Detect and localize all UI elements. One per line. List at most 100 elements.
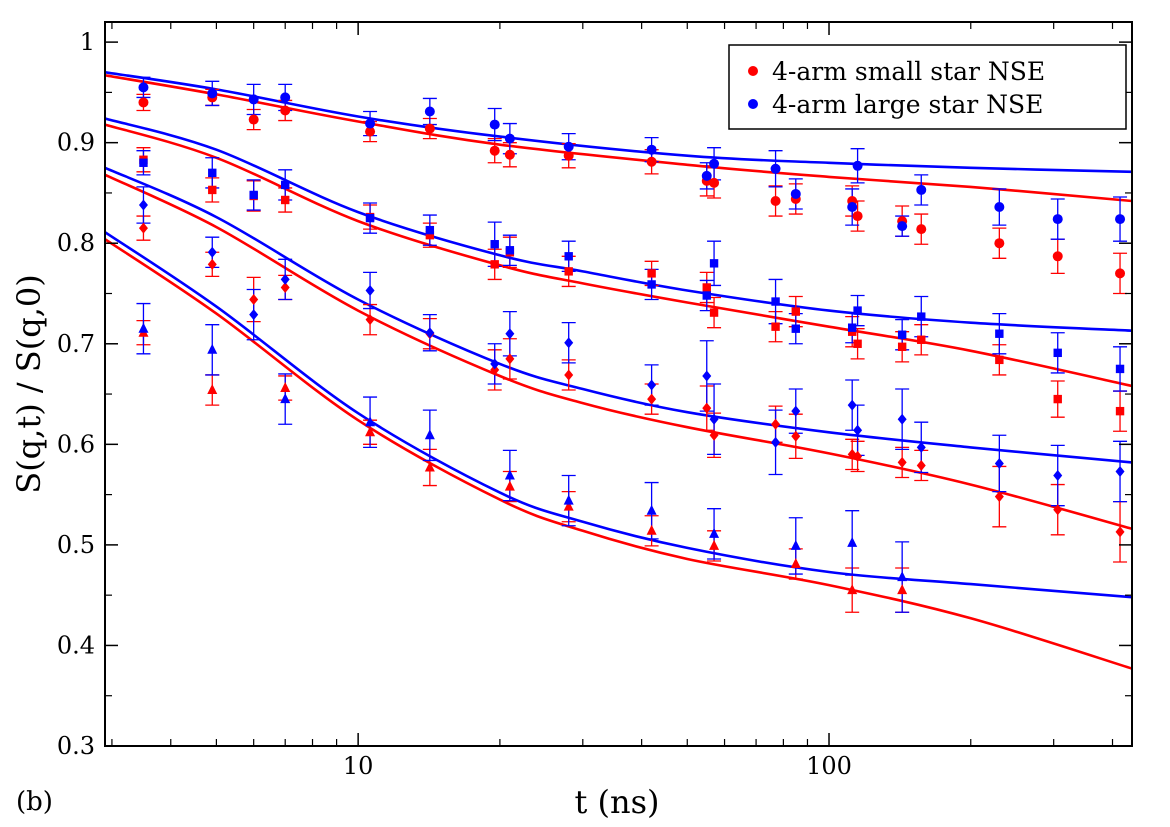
marker-diamond-large-star — [994, 457, 1004, 469]
y-axis-ticks: 0.3 0.4 0.5 0.6 0.7 0.8 0.9 1 — [57, 28, 1132, 760]
marker-circle-small-star — [646, 156, 657, 167]
marker-circle-small-star — [365, 126, 376, 137]
marker-circle-large-star — [994, 202, 1005, 213]
marker-triangle-large-star — [138, 322, 149, 333]
legend-marker-small-star — [748, 66, 758, 76]
y-axis-label: S(q,t) / S(q,0) — [10, 274, 48, 493]
marker-circle-large-star — [489, 119, 500, 130]
marker-circle-large-star — [701, 170, 712, 181]
marker-circle-small-star — [1115, 268, 1126, 279]
marker-circle-small-star — [248, 114, 259, 125]
marker-circle-small-star — [916, 224, 927, 235]
marker-square-small-star — [917, 335, 926, 344]
marker-circle-large-star — [1052, 214, 1063, 225]
marker-diamond-large-star — [207, 246, 217, 258]
marker-diamond-large-star — [138, 199, 148, 211]
marker-square-large-star — [1115, 364, 1125, 374]
x-axis-ticks: 10 100 — [111, 22, 1114, 780]
marker-diamond-large-star — [771, 436, 781, 448]
marker-square-large-star — [791, 324, 800, 333]
marker-circle-large-star — [709, 158, 720, 169]
marker-triangle-small-star — [790, 557, 801, 568]
marker-circle-small-star — [280, 105, 291, 116]
marker-square-large-star — [1053, 348, 1062, 358]
marker-circle-small-star — [1052, 251, 1063, 262]
marker-circle-large-star — [424, 106, 435, 117]
fit-line-small-star — [105, 123, 1132, 388]
marker-diamond-large-star — [709, 413, 719, 425]
marker-circle-small-star — [563, 150, 574, 161]
marker-triangle-small-star — [646, 524, 657, 535]
fit-line-large-star — [105, 117, 1132, 332]
marker-square-small-star — [208, 185, 217, 195]
marker-triangle-large-star — [847, 536, 858, 547]
marker-square-large-star — [917, 312, 926, 321]
marker-square-small-star — [1115, 406, 1125, 416]
marker-triangle-large-star — [790, 539, 801, 550]
marker-triangle-small-star — [563, 500, 574, 511]
marker-square-large-star — [365, 213, 375, 223]
marker-triangle-large-star — [207, 343, 218, 354]
marker-square-small-star — [709, 308, 719, 317]
marker-circle-small-star — [770, 195, 781, 206]
fit-lines — [105, 71, 1132, 670]
marker-triangle-small-star — [424, 461, 435, 472]
marker-diamond-small-star — [490, 364, 500, 376]
marker-diamond-large-star — [280, 273, 290, 285]
marker-diamond-small-star — [897, 456, 907, 468]
marker-triangle-large-star — [563, 494, 574, 505]
marker-square-small-star — [897, 342, 907, 351]
x-axis-label: t (ns) — [574, 783, 659, 821]
marker-square-small-star — [771, 322, 780, 331]
marker-diamond-large-star — [505, 328, 515, 340]
marker-square-large-star — [425, 225, 435, 235]
legend-marker-large-star — [748, 99, 758, 109]
marker-circle-large-star — [1115, 214, 1126, 225]
marker-square-small-star — [564, 267, 573, 276]
marker-diamond-large-star — [365, 284, 375, 296]
marker-square-large-star — [490, 240, 499, 249]
legend-label-small-star: 4-arm small star NSE — [772, 57, 1045, 86]
marker-square-large-star — [847, 323, 857, 332]
marker-diamond-small-star — [1115, 526, 1125, 538]
fit-line-small-star — [105, 238, 1132, 670]
marker-diamond-small-star — [994, 491, 1004, 503]
marker-diamond-large-star — [897, 413, 907, 425]
marker-square-small-star — [1053, 394, 1062, 404]
marker-diamond-small-star — [709, 429, 719, 441]
marker-triangle-large-star — [646, 504, 657, 515]
marker-square-large-star — [139, 158, 148, 167]
marker-square-small-star — [702, 283, 711, 292]
marker-square-small-star — [281, 195, 290, 205]
marker-square-large-star — [897, 330, 907, 339]
marker-circle-large-star — [248, 94, 259, 105]
marker-square-large-star — [853, 306, 862, 315]
marker-circle-small-star — [424, 123, 435, 134]
marker-diamond-small-star — [249, 294, 259, 306]
marker-diamond-small-star — [1053, 504, 1063, 516]
marker-triangle-large-star — [280, 393, 291, 404]
marker-square-small-star — [995, 355, 1004, 365]
marker-circle-large-star — [280, 92, 291, 103]
marker-diamond-small-star — [564, 369, 574, 381]
marker-triangle-large-star — [897, 571, 908, 582]
legend-label-large-star: 4-arm large star NSE — [772, 90, 1043, 119]
marker-diamond-large-star — [1115, 465, 1125, 477]
marker-circle-large-star — [897, 221, 908, 232]
marker-diamond-large-star — [853, 424, 863, 436]
marker-triangle-small-star — [504, 480, 515, 491]
legend-box — [728, 44, 1127, 130]
marker-diamond-large-star — [702, 370, 712, 382]
marker-square-small-star — [791, 307, 800, 316]
marker-diamond-large-star — [564, 337, 574, 349]
marker-triangle-large-star — [504, 469, 515, 480]
marker-circle-large-star — [847, 202, 858, 213]
y-tick-label: 0.4 — [57, 631, 95, 659]
marker-triangle-large-star — [709, 527, 720, 538]
marker-circle-large-star — [770, 163, 781, 174]
marker-circle-large-star — [138, 82, 149, 93]
marker-triangle-small-star — [365, 426, 376, 437]
marker-square-large-star — [564, 252, 573, 261]
marker-circle-small-star — [994, 238, 1005, 249]
